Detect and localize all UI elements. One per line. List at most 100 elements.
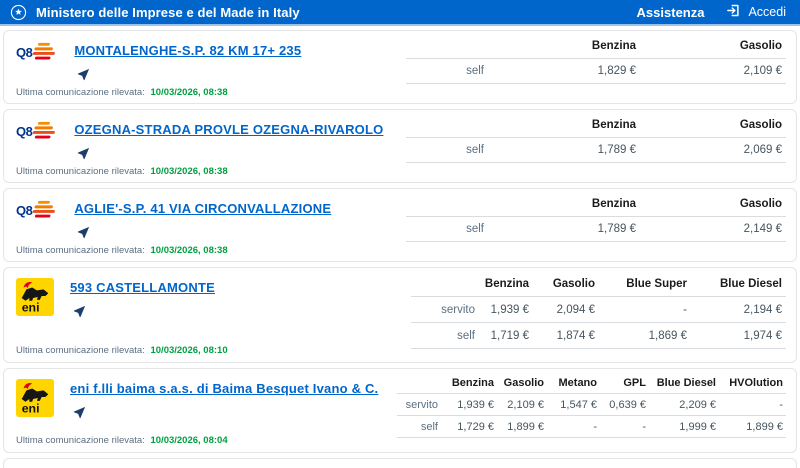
last-communication-date: 10/03/2026, 08:38 — [150, 245, 228, 256]
price-table: Benzina Gasolio Metano GPL Blue Diesel HVOlut… — [397, 372, 786, 438]
fuel-column-header: Benzina — [488, 34, 640, 59]
price-cell: 1,899 € — [497, 415, 547, 438]
price-cell: 2,194 € — [691, 296, 786, 323]
last-communication: Ultima comunicazione rilevata: 10/03/202… — [16, 345, 411, 356]
price-cell: 2,094 € — [533, 296, 599, 323]
price-row: self 1,789 €2,069 € — [406, 137, 786, 163]
table-corner-cell — [397, 372, 441, 394]
last-communication-date: 10/03/2026, 08:04 — [150, 435, 228, 446]
stations-list: Q8 MONTALENGHE-S.P. 82 KM 17+ 235 — [0, 26, 800, 468]
station-name-link[interactable]: 593 CASTELLAMONTE — [70, 280, 215, 295]
last-communication: Ultima comunicazione rilevata: 10/03/202… — [16, 245, 406, 256]
italy-republic-emblem-icon — [10, 4, 27, 21]
fuel-column-header: Blue Diesel — [649, 372, 719, 394]
station-name-link[interactable]: MONTALENGHE-S.P. 82 KM 17+ 235 — [74, 43, 302, 58]
service-type-label: servito — [397, 393, 441, 416]
price-cell: 2,149 € — [640, 216, 786, 242]
brand-logo: eni — [16, 379, 54, 422]
price-cell: 1,999 € — [649, 415, 719, 438]
price-cell: 1,547 € — [547, 393, 600, 416]
price-cell: 1,939 € — [441, 393, 497, 416]
login-arrow-icon — [726, 3, 741, 21]
fuel-column-header: Blue Super — [599, 271, 691, 297]
price-cell: - — [600, 415, 649, 438]
price-row: servito 1,939 €2,109 €1,547 €0,639 €2,209… — [397, 393, 786, 416]
last-communication-date: 10/03/2026, 08:38 — [150, 166, 228, 177]
price-table: Benzina Gasolio Blue Super Blue Diesel servi… — [411, 271, 786, 349]
service-type-label: self — [406, 58, 488, 84]
fuel-column-header: Gasolio — [640, 34, 786, 59]
price-cell: - — [719, 393, 786, 416]
station-card-3: Q8 AGLIE'-S.P. 41 VIA CIRCONVALLAZIONE — [3, 188, 797, 262]
q8-logo-text: Q8 — [16, 202, 33, 218]
fuel-column-header: GPL — [600, 372, 649, 394]
price-table: Benzina Gasolio self 1,829 €2,109 € — [406, 34, 786, 84]
fuel-column-header: HVOlution — [719, 372, 786, 394]
eni-logo-icon: eni — [16, 278, 54, 316]
brand-logo: Q8 — [16, 120, 58, 142]
service-type-label: self — [411, 322, 479, 349]
fuel-column-header: Benzina — [441, 372, 497, 394]
q8-sails-icon — [33, 121, 56, 139]
fuel-column-header: Benzina — [488, 113, 640, 138]
price-table: Benzina Gasolio self 1,789 €2,069 € — [406, 113, 786, 163]
brand-logo: Q8 — [16, 41, 58, 63]
price-row: servito 1,939 €2,094 € -2,194 € — [411, 296, 786, 323]
price-cell: 1,729 € — [441, 415, 497, 438]
accedi-label: Accedi — [748, 5, 786, 19]
fuel-column-header: Metano — [547, 372, 600, 394]
station-name-link[interactable]: AGLIE'-S.P. 41 VIA CIRCONVALLAZIONE — [74, 201, 332, 216]
station-card-2: Q8 OZEGNA-STRADA PROVLE OZEGNA-RIVAROLO — [3, 109, 797, 183]
price-row: self 1,789 €2,149 € — [406, 216, 786, 242]
fuel-column-header: Blue Diesel — [691, 271, 786, 297]
station-name-link[interactable]: eni f.lli baima s.a.s. di Baima Besquet … — [70, 381, 379, 396]
last-communication: Ultima comunicazione rilevata: 10/03/202… — [16, 87, 406, 98]
fuel-column-header: Gasolio — [640, 192, 786, 217]
brand-logo: eni — [16, 278, 54, 321]
price-cell: 1,874 € — [533, 322, 599, 349]
last-communication-date: 10/03/2026, 08:10 — [150, 345, 228, 356]
q8-logo-text: Q8 — [16, 123, 33, 139]
station-name-link[interactable]: OZEGNA-STRADA PROVLE OZEGNA-RIVAROLO — [74, 122, 384, 137]
price-cell: 1,789 € — [488, 137, 640, 163]
location-arrow-icon[interactable] — [72, 304, 87, 324]
location-arrow-icon[interactable] — [72, 405, 87, 425]
svg-text:eni: eni — [22, 300, 40, 314]
ministry-title: Ministero delle Imprese e del Made in It… — [36, 4, 300, 20]
last-communication: Ultima comunicazione rilevata: 10/03/202… — [16, 166, 406, 177]
assistenza-link[interactable]: Assistenza — [636, 4, 705, 20]
table-corner-cell — [406, 192, 488, 217]
accedi-link[interactable]: Accedi — [726, 3, 786, 21]
service-type-label: self — [406, 216, 488, 242]
last-communication-label: Ultima comunicazione rilevata: — [16, 345, 145, 356]
svg-text:eni: eni — [22, 401, 40, 415]
location-arrow-icon[interactable] — [76, 225, 91, 245]
price-cell: - — [599, 296, 691, 323]
service-type-label: self — [397, 415, 441, 438]
table-corner-cell — [406, 34, 488, 59]
fuel-column-header: Gasolio — [640, 113, 786, 138]
price-row: self 1,729 €1,899 € - -1,999 €1,899 € — [397, 415, 786, 438]
price-cell: 1,869 € — [599, 322, 691, 349]
eni-logo-icon: eni — [16, 379, 54, 417]
last-communication: Ultima comunicazione rilevata: 10/03/202… — [16, 435, 397, 446]
fuel-column-header: Gasolio — [497, 372, 547, 394]
service-type-label: servito — [411, 296, 479, 323]
table-corner-cell — [406, 113, 488, 138]
fuel-column-header: Benzina — [479, 271, 533, 297]
price-cell: 2,069 € — [640, 137, 786, 163]
station-card-4: eni 593 CASTELLAMONTE Ultima comunicazio… — [3, 267, 797, 363]
location-arrow-icon[interactable] — [76, 67, 91, 87]
price-cell: 1,789 € — [488, 216, 640, 242]
price-cell: 1,939 € — [479, 296, 533, 323]
q8-logo-text: Q8 — [16, 44, 33, 60]
location-arrow-icon[interactable] — [76, 146, 91, 166]
price-table: Benzina Gasolio self 1,789 €2,149 € — [406, 192, 786, 242]
app-header: Ministero delle Imprese e del Made in It… — [0, 0, 800, 26]
price-cell: 2,109 € — [640, 58, 786, 84]
last-communication-date: 10/03/2026, 08:38 — [150, 87, 228, 98]
table-corner-cell — [411, 271, 479, 297]
price-cell: 0,639 € — [600, 393, 649, 416]
last-communication-label: Ultima comunicazione rilevata: — [16, 87, 145, 98]
q8-sails-icon — [33, 200, 56, 218]
